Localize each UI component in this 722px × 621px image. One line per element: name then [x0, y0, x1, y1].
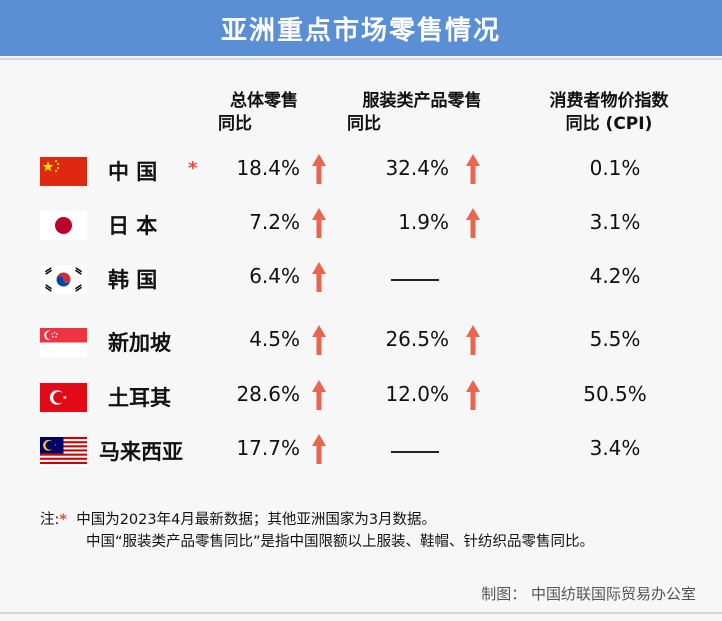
- up-arrow-icon: [312, 434, 326, 464]
- column-header-line2: 同比: [218, 114, 252, 134]
- up-arrow-icon: [312, 325, 326, 355]
- country-name: 中 国: [108, 160, 158, 184]
- country-name: 日 本: [108, 214, 158, 238]
- retail-value: 18.4%: [236, 156, 300, 180]
- cpi-value: 4.2%: [589, 264, 641, 288]
- column-header-retail: 总体零售 同比: [218, 90, 310, 136]
- cpi-value: 3.4%: [589, 436, 641, 460]
- country-name: 韩 国: [108, 268, 158, 292]
- turkey-flag: [40, 383, 87, 412]
- up-arrow-icon: [312, 380, 326, 410]
- apparel-value: 26.5%: [385, 327, 449, 351]
- japan-flag: [40, 211, 87, 240]
- up-arrow-icon: [466, 380, 480, 410]
- table-row: 土耳其 28.6% 12.0% 50.5%: [0, 372, 722, 422]
- up-arrow-icon: [466, 154, 480, 184]
- korea-flag: [40, 265, 87, 294]
- up-arrow-icon: [466, 208, 480, 238]
- column-header-line1: 总体零售: [230, 91, 298, 111]
- column-header-line2: 同比: [347, 114, 381, 134]
- country-name: 土耳其: [108, 386, 171, 410]
- up-arrow-icon: [312, 208, 326, 238]
- column-header-cpi: 消费者物价指数 同比 (CPI): [534, 90, 684, 136]
- retail-value: 6.4%: [249, 264, 300, 288]
- no-data-dash: [391, 279, 439, 281]
- china-flag: [40, 157, 87, 186]
- up-arrow-icon: [466, 325, 480, 355]
- apparel-value: 12.0%: [385, 382, 449, 406]
- footnote-star: *: [59, 512, 67, 528]
- up-arrow-icon: [312, 154, 326, 184]
- singapore-flag: [40, 328, 87, 357]
- chart-title: 亚洲重点市场零售情况: [220, 15, 501, 46]
- title-bar: 亚洲重点市场零售情况: [0, 0, 722, 56]
- footnote-line1: 中国为2023年4月最新数据；其他亚洲国家为3月数据。: [76, 512, 437, 528]
- footnote-prefix: 注:: [40, 512, 60, 528]
- table-row: 日 本 7.2% 1.9% 3.1%: [0, 200, 722, 250]
- credit-text: 制图： 中国纺联国际贸易办公室: [481, 585, 696, 603]
- up-arrow-icon: [312, 262, 326, 292]
- column-header-line2: 同比 (CPI): [565, 114, 653, 134]
- country-name: 新加坡: [108, 331, 171, 355]
- footer-divider: [0, 612, 722, 614]
- cpi-value: 3.1%: [589, 210, 641, 234]
- cpi-value: 50.5%: [583, 382, 647, 406]
- country-footnote-star: *: [188, 158, 198, 179]
- apparel-value: 32.4%: [385, 156, 449, 180]
- country-name: 马来西亚: [99, 440, 183, 464]
- column-header-line1: 服装类产品零售: [362, 91, 482, 111]
- apparel-value: 1.9%: [398, 210, 449, 234]
- footnote-line2: 中国“服装类产品零售同比”是指中国限额以上服装、鞋帽、针纺织品零售同比。: [86, 534, 595, 550]
- title-divider: [0, 58, 722, 60]
- table-row: 中 国 * 18.4% 32.4% 0.1%: [0, 146, 722, 196]
- cpi-value: 0.1%: [589, 156, 641, 180]
- malaysia-flag: [40, 437, 87, 466]
- footnote-1: 注:* 中国为2023年4月最新数据；其他亚洲国家为3月数据。: [40, 508, 436, 529]
- footnote-2: 中国“服装类产品零售同比”是指中国限额以上服装、鞋帽、针纺织品零售同比。: [86, 530, 594, 551]
- table-row: 韩 国6.4%——4.2%: [0, 254, 722, 304]
- retail-value: 28.6%: [236, 382, 300, 406]
- column-header-apparel: 服装类产品零售 同比: [347, 90, 497, 136]
- table-row: 新加坡 4.5% 26.5% 5.5%: [0, 317, 722, 367]
- retail-value: 7.2%: [249, 210, 300, 234]
- no-data-dash: [391, 451, 439, 453]
- retail-value: 4.5%: [249, 327, 300, 351]
- cpi-value: 5.5%: [589, 327, 641, 351]
- column-header-line1: 消费者物价指数: [549, 91, 669, 111]
- retail-value: 17.7%: [236, 436, 300, 460]
